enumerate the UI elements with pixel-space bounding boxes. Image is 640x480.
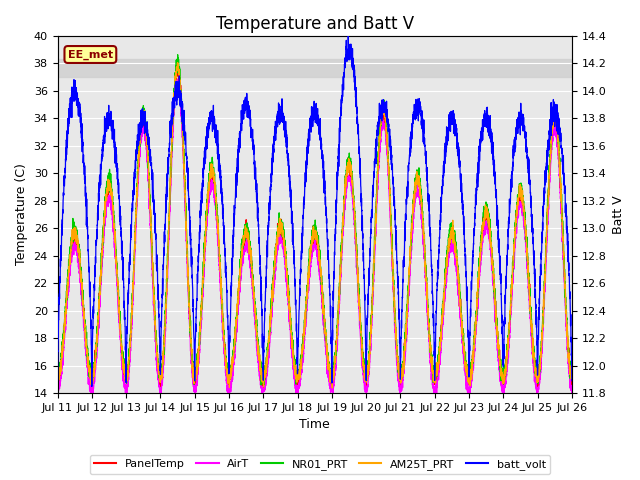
Y-axis label: Temperature (C): Temperature (C): [15, 164, 28, 265]
X-axis label: Time: Time: [300, 419, 330, 432]
Y-axis label: Batt V: Batt V: [612, 195, 625, 234]
Title: Temperature and Batt V: Temperature and Batt V: [216, 15, 413, 33]
Bar: [58, 60, 572, 77]
Text: EE_met: EE_met: [68, 49, 113, 60]
Legend: PanelTemp, AirT, NR01_PRT, AM25T_PRT, batt_volt: PanelTemp, AirT, NR01_PRT, AM25T_PRT, ba…: [90, 455, 550, 474]
